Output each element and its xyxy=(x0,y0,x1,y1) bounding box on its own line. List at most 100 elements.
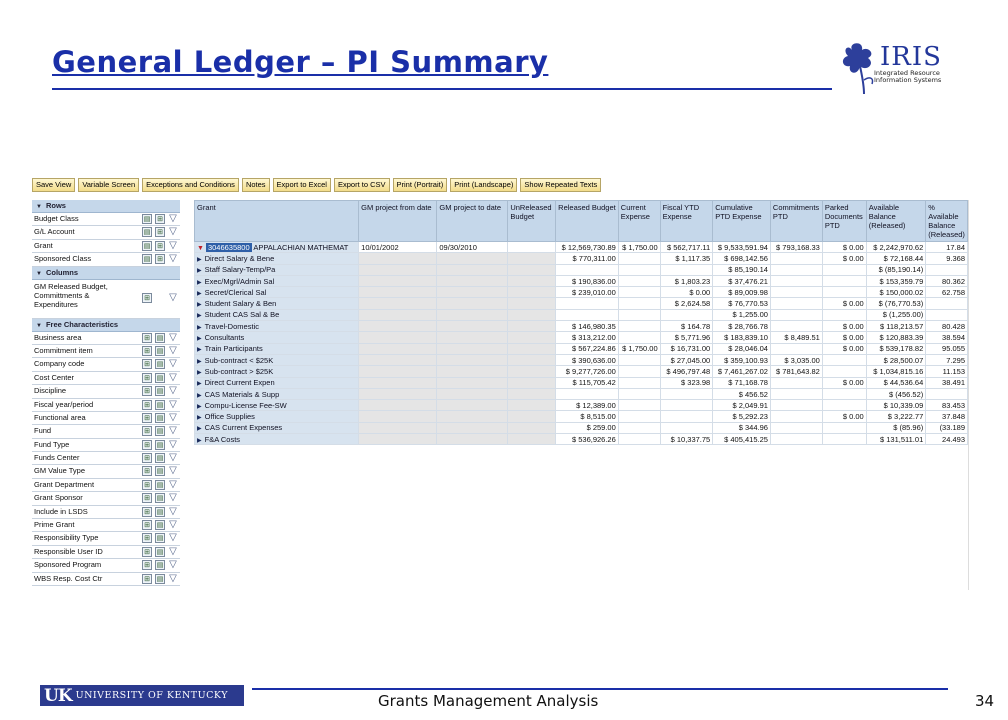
save-view-button[interactable]: Save View xyxy=(32,178,76,192)
rows-section-header[interactable]: ▼ Rows xyxy=(32,200,180,213)
filter-icon[interactable]: ▽ xyxy=(169,532,177,544)
filter-icon[interactable]: ▽ xyxy=(169,438,177,450)
filter-icon[interactable]: ▽ xyxy=(169,411,177,423)
drilldown-columns-icon[interactable]: ▤ xyxy=(155,332,165,343)
remove-drilldown-icon[interactable]: ▤ xyxy=(142,254,152,265)
filter-icon[interactable]: ▽ xyxy=(169,465,177,477)
expand-arrow-icon[interactable]: ▶ xyxy=(197,336,202,343)
drilldown-columns-icon[interactable]: ▤ xyxy=(155,453,165,464)
drilldown-rows-icon[interactable]: ⊞ xyxy=(142,332,152,343)
drilldown-columns-icon[interactable]: ▤ xyxy=(155,439,165,450)
expand-arrow-icon[interactable]: ▶ xyxy=(197,279,202,286)
drilldown-columns-icon[interactable]: ▤ xyxy=(155,359,165,370)
expand-arrow-icon[interactable]: ▶ xyxy=(197,347,202,354)
filter-icon[interactable]: ▽ xyxy=(169,545,177,557)
drilldown-rows-icon[interactable]: ⊞ xyxy=(142,506,152,517)
drilldown-rows-icon[interactable]: ⊞ xyxy=(142,546,152,557)
drilldown-columns-icon[interactable]: ▤ xyxy=(155,386,165,397)
free-characteristic-item[interactable]: Commitment item ⊞ ▤ ▽ xyxy=(32,344,180,359)
col-header-available-balance[interactable]: Available Balance (Released) xyxy=(865,200,927,242)
gl-account-cell[interactable]: ▶ Sub-contract > $25K xyxy=(194,365,360,378)
remove-drilldown-icon[interactable]: ▤ xyxy=(142,227,152,238)
expand-triangle-icon[interactable]: ▼ xyxy=(197,244,204,252)
nav-row-item[interactable]: Grant ▤ ⊞ ▽ xyxy=(32,239,180,254)
free-characteristic-item[interactable]: Discipline ⊞ ▤ ▽ xyxy=(32,385,180,399)
free-characteristic-item[interactable]: Include in LSDS ⊞ ▤ ▽ xyxy=(32,505,180,520)
filter-icon[interactable]: ▽ xyxy=(169,398,177,410)
col-header-released-budget[interactable]: Released Budget xyxy=(555,200,619,242)
drilldown-columns-icon[interactable]: ▤ xyxy=(155,493,165,504)
swap-axis-icon[interactable]: ⊞ xyxy=(155,240,165,251)
free-characteristic-item[interactable]: Sponsored Program ⊞ ▤ ▽ xyxy=(32,559,180,573)
free-characteristic-item[interactable]: Business area ⊞ ▤ ▽ xyxy=(32,331,180,345)
drilldown-rows-icon[interactable]: ⊞ xyxy=(142,372,152,383)
remove-drilldown-icon[interactable]: ▤ xyxy=(142,240,152,251)
expand-arrow-icon[interactable]: ▶ xyxy=(197,313,202,320)
grant-cell[interactable]: ▼ 3046635800 APPALACHIAN MATHEMAT xyxy=(194,240,360,254)
gl-account-cell[interactable]: ▶ Staff Salary-Temp/Pa xyxy=(194,263,360,276)
filter-icon[interactable]: ▽ xyxy=(169,253,177,265)
free-characteristic-item[interactable]: Responsible User ID ⊞ ▤ ▽ xyxy=(32,545,180,560)
filter-icon[interactable]: ▽ xyxy=(169,559,177,571)
gl-account-cell[interactable]: ▶ Train Participants xyxy=(194,342,360,355)
expand-arrow-icon[interactable]: ▶ xyxy=(197,437,202,444)
drilldown-rows-icon[interactable]: ⊞ xyxy=(142,399,152,410)
swap-axis-icon[interactable]: ⊞ xyxy=(155,227,165,238)
col-header-parked-docs[interactable]: Parked Documents PTD xyxy=(821,200,867,242)
drilldown-icon[interactable]: ⊞ xyxy=(142,292,152,303)
free-characteristic-item[interactable]: Fund Type ⊞ ▤ ▽ xyxy=(32,438,180,453)
filter-icon[interactable]: ▽ xyxy=(169,213,177,224)
exceptions-conditions-button[interactable]: Exceptions and Conditions xyxy=(142,178,239,192)
filter-icon[interactable]: ▽ xyxy=(169,519,177,531)
col-header-pct-available[interactable]: % Available Balance (Released) xyxy=(925,200,968,242)
notes-button[interactable]: Notes xyxy=(241,178,270,192)
gl-account-cell[interactable]: ▶ Compu-License Fee-SW xyxy=(194,399,360,412)
free-characteristic-item[interactable]: Prime Grant ⊞ ▤ ▽ xyxy=(32,519,180,533)
drilldown-rows-icon[interactable]: ⊞ xyxy=(142,453,152,464)
print-portrait-button[interactable]: Print (Portrait) xyxy=(392,178,448,192)
gl-account-cell[interactable]: ▶ Sub-contract < $25K xyxy=(194,353,360,367)
gl-account-cell[interactable]: ▶ CAS Current Expenses xyxy=(194,421,360,435)
filter-icon[interactable]: ▽ xyxy=(169,505,177,517)
expand-arrow-icon[interactable]: ▶ xyxy=(197,426,202,433)
export-excel-button[interactable]: Export to Excel xyxy=(272,178,331,192)
free-characteristic-item[interactable]: WBS Resp. Cost Ctr ⊞ ▤ ▽ xyxy=(32,572,180,586)
nav-row-item[interactable]: G/L Account ▤ ⊞ ▽ xyxy=(32,226,180,240)
drilldown-columns-icon[interactable]: ▤ xyxy=(155,345,165,356)
drilldown-columns-icon[interactable]: ▤ xyxy=(155,466,165,477)
filter-icon[interactable]: ▽ xyxy=(169,226,177,238)
drilldown-rows-icon[interactable]: ⊞ xyxy=(142,426,152,437)
drilldown-columns-icon[interactable]: ▤ xyxy=(155,412,165,423)
gl-account-cell[interactable]: ▶ Direct Salary & Bene xyxy=(194,252,360,265)
free-characteristic-item[interactable]: Cost Center ⊞ ▤ ▽ xyxy=(32,371,180,386)
filter-icon[interactable]: ▽ xyxy=(169,478,177,490)
col-header-cumulative-ptd[interactable]: Cumulative PTD Expense xyxy=(712,200,771,242)
drilldown-rows-icon[interactable]: ⊞ xyxy=(142,520,152,531)
drilldown-columns-icon[interactable]: ▤ xyxy=(155,573,165,584)
free-characteristic-item[interactable]: Fiscal year/period ⊞ ▤ ▽ xyxy=(32,398,180,412)
print-landscape-button[interactable]: Print (Landscape) xyxy=(450,178,518,192)
expand-arrow-icon[interactable]: ▶ xyxy=(197,415,202,422)
expand-arrow-icon[interactable]: ▶ xyxy=(197,369,202,376)
filter-icon[interactable]: ▽ xyxy=(169,358,177,370)
free-characteristic-item[interactable]: Grant Sponsor ⊞ ▤ ▽ xyxy=(32,492,180,506)
gl-account-cell[interactable]: ▶ Student Salary & Ben xyxy=(194,297,360,310)
export-csv-button[interactable]: Export to CSV xyxy=(333,178,390,192)
drilldown-columns-icon[interactable]: ▤ xyxy=(155,520,165,531)
drilldown-columns-icon[interactable]: ▤ xyxy=(155,399,165,410)
filter-icon[interactable]: ▽ xyxy=(169,425,177,437)
drilldown-rows-icon[interactable]: ⊞ xyxy=(142,412,152,423)
drilldown-columns-icon[interactable]: ▤ xyxy=(155,372,165,383)
drilldown-columns-icon[interactable]: ▤ xyxy=(155,560,165,571)
expand-arrow-icon[interactable]: ▶ xyxy=(197,392,202,399)
swap-axis-icon[interactable]: ⊞ xyxy=(155,254,165,265)
gl-account-cell[interactable]: ▶ CAS Materials & Supp xyxy=(194,387,360,401)
variable-screen-button[interactable]: Variable Screen xyxy=(78,178,140,192)
expand-arrow-icon[interactable]: ▶ xyxy=(197,403,202,410)
drilldown-columns-icon[interactable]: ▤ xyxy=(155,479,165,490)
nav-row-item[interactable]: Sponsored Class ▤ ⊞ ▽ xyxy=(32,253,180,267)
drilldown-rows-icon[interactable]: ⊞ xyxy=(142,560,152,571)
drilldown-columns-icon[interactable]: ▤ xyxy=(155,533,165,544)
drilldown-columns-icon[interactable]: ▤ xyxy=(155,426,165,437)
drilldown-rows-icon[interactable]: ⊞ xyxy=(142,493,152,504)
